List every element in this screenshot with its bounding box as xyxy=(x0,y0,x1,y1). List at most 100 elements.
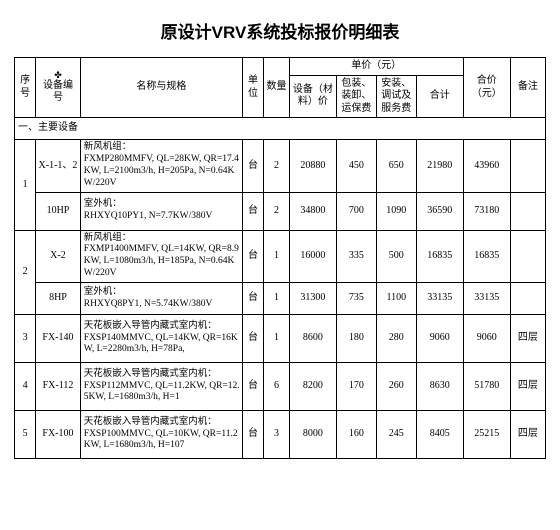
cell-spec: 天花板嵌入导管内藏式室内机：FXSP100MMVC, QL=10KW, QR=1… xyxy=(80,411,242,459)
cell-total: 9060 xyxy=(463,315,510,363)
cell-unit: 台 xyxy=(242,411,263,459)
cell-note xyxy=(510,192,545,230)
table-body: 一、主要设备 1 X-1-1、2 新风机组：FXMP280MMFV, QL=28… xyxy=(15,118,546,459)
quote-table: 序号 ✤ 设备编号 名称与规格 单位 数量 单价（元） 合价（元） 备注 设备（… xyxy=(14,57,546,459)
cell-total: 16835 xyxy=(463,230,510,283)
cell-note xyxy=(510,283,545,315)
cell-dev: 10HP xyxy=(36,192,81,230)
cell-note: 四层 xyxy=(510,363,545,411)
cell-unit: 台 xyxy=(242,230,263,283)
cell-total: 73180 xyxy=(463,192,510,230)
table-header: 序号 ✤ 设备编号 名称与规格 单位 数量 单价（元） 合价（元） 备注 设备（… xyxy=(15,58,546,118)
cell-p4: 36590 xyxy=(416,192,463,230)
cell-p2: 180 xyxy=(336,315,376,363)
cell-p3: 1090 xyxy=(376,192,416,230)
cell-total: 25215 xyxy=(463,411,510,459)
cell-spec: 天花板嵌入导管内藏式室内机：FXSP112MMVC, QL=11.2KW, QR… xyxy=(80,363,242,411)
page-title: 原设计VRV系统投标报价明细表 xyxy=(14,18,546,43)
col-p1: 设备（材料）价 xyxy=(289,75,336,118)
section-label: 一、主要设备 xyxy=(15,118,546,140)
cell-total: 33135 xyxy=(463,283,510,315)
col-p4: 合计 xyxy=(416,75,463,118)
cell-p3: 650 xyxy=(376,140,416,193)
cell-dev: X-2 xyxy=(36,230,81,283)
col-note: 备注 xyxy=(510,58,545,118)
cell-dev: X-1-1、2 xyxy=(36,140,81,193)
cell-p2: 450 xyxy=(336,140,376,193)
cell-p1: 16000 xyxy=(289,230,336,283)
table-row: 3 FX-140 天花板嵌入导管内藏式室内机：FXSP140MMVC, QL=1… xyxy=(15,315,546,363)
cell-note: 四层 xyxy=(510,411,545,459)
cell-p4: 9060 xyxy=(416,315,463,363)
col-p2: 包装、装卸、运保费 xyxy=(336,75,376,118)
cell-note xyxy=(510,230,545,283)
cell-p3: 500 xyxy=(376,230,416,283)
cell-p2: 160 xyxy=(336,411,376,459)
cell-note: 四层 xyxy=(510,315,545,363)
cell-p3: 1100 xyxy=(376,283,416,315)
cell-p2: 335 xyxy=(336,230,376,283)
col-total: 合价（元） xyxy=(463,58,510,118)
cell-qty: 1 xyxy=(264,230,290,283)
cell-dev: FX-112 xyxy=(36,363,81,411)
col-seq: 序号 xyxy=(15,58,36,118)
cell-p2: 170 xyxy=(336,363,376,411)
cell-dev: 8HP xyxy=(36,283,81,315)
cell-p1: 20880 xyxy=(289,140,336,193)
cell-seq: 2 xyxy=(15,230,36,315)
cell-seq: 5 xyxy=(15,411,36,459)
col-qty: 数量 xyxy=(264,58,290,118)
col-dev-label: 设备编号 xyxy=(43,80,73,104)
cell-unit: 台 xyxy=(242,315,263,363)
table-row: 10HP 室外机：RHXYQ10PY1, N=7.7KW/380V 台 2 34… xyxy=(15,192,546,230)
cell-unit: 台 xyxy=(242,283,263,315)
cell-qty: 2 xyxy=(264,192,290,230)
col-price-group: 单价（元） xyxy=(289,58,463,76)
cell-note xyxy=(510,140,545,193)
cell-qty: 1 xyxy=(264,283,290,315)
cell-seq: 4 xyxy=(15,363,36,411)
cell-p3: 260 xyxy=(376,363,416,411)
cell-dev: FX-100 xyxy=(36,411,81,459)
table-row: 5 FX-100 天花板嵌入导管内藏式室内机：FXSP100MMVC, QL=1… xyxy=(15,411,546,459)
cell-p3: 280 xyxy=(376,315,416,363)
cell-p2: 735 xyxy=(336,283,376,315)
cell-p4: 21980 xyxy=(416,140,463,193)
cell-p1: 8600 xyxy=(289,315,336,363)
cell-qty: 3 xyxy=(264,411,290,459)
cell-spec: 新风机组：FXMP1400MMFV, QL=14KW, QR=8.9KW, L=… xyxy=(80,230,242,283)
col-unit: 单位 xyxy=(242,58,263,118)
cell-total: 43960 xyxy=(463,140,510,193)
table-row: 4 FX-112 天花板嵌入导管内藏式室内机：FXSP112MMVC, QL=1… xyxy=(15,363,546,411)
cell-p2: 700 xyxy=(336,192,376,230)
cell-unit: 台 xyxy=(242,140,263,193)
table-row: 1 X-1-1、2 新风机组：FXMP280MMFV, QL=28KW, QR=… xyxy=(15,140,546,193)
cell-p4: 8405 xyxy=(416,411,463,459)
cell-spec: 室外机：RHXYQ10PY1, N=7.7KW/380V xyxy=(80,192,242,230)
cell-p1: 8200 xyxy=(289,363,336,411)
cell-qty: 1 xyxy=(264,315,290,363)
cell-qty: 2 xyxy=(264,140,290,193)
cell-spec: 室外机：RHXYQ8PY1, N=5.74KW/380V xyxy=(80,283,242,315)
cell-qty: 6 xyxy=(264,363,290,411)
cell-unit: 台 xyxy=(242,192,263,230)
dev-marker-icon: ✤ xyxy=(38,71,78,80)
cell-p4: 16835 xyxy=(416,230,463,283)
table-row: 2 X-2 新风机组：FXMP1400MMFV, QL=14KW, QR=8.9… xyxy=(15,230,546,283)
cell-spec: 新风机组：FXMP280MMFV, QL=28KW, QR=17.4KW, L=… xyxy=(80,140,242,193)
cell-p3: 245 xyxy=(376,411,416,459)
section-row: 一、主要设备 xyxy=(15,118,546,140)
cell-p4: 33135 xyxy=(416,283,463,315)
cell-spec: 天花板嵌入导管内藏式室内机：FXSP140MMVC, QL=14KW, QR=1… xyxy=(80,315,242,363)
cell-unit: 台 xyxy=(242,363,263,411)
col-p3: 安装、调试及服务费 xyxy=(376,75,416,118)
cell-seq: 3 xyxy=(15,315,36,363)
col-dev: ✤ 设备编号 xyxy=(36,58,81,118)
cell-p1: 31300 xyxy=(289,283,336,315)
col-spec: 名称与规格 xyxy=(80,58,242,118)
cell-p1: 8000 xyxy=(289,411,336,459)
cell-dev: FX-140 xyxy=(36,315,81,363)
page: 原设计VRV系统投标报价明细表 序号 ✤ 设备编号 名称与规格 单位 数量 单价… xyxy=(0,0,560,459)
table-row: 8HP 室外机：RHXYQ8PY1, N=5.74KW/380V 台 1 313… xyxy=(15,283,546,315)
cell-seq: 1 xyxy=(15,140,36,231)
